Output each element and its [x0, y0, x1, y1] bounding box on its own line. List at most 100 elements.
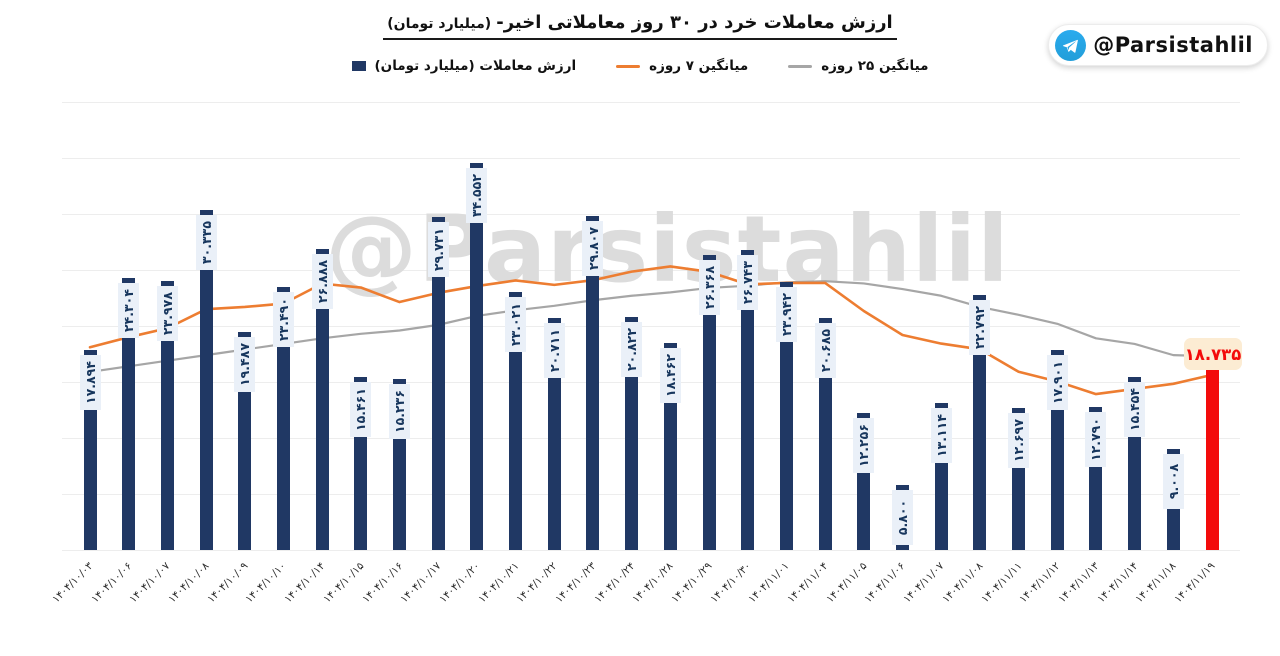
x-axis-label: ۱۴۰۴/۱۰/۲۳: [553, 560, 599, 606]
ma7-line-icon: [616, 64, 641, 68]
bar-value-label: ۱۹.۴۸۷: [234, 336, 256, 392]
bar-swatch-icon: [351, 61, 366, 71]
bar: [470, 163, 484, 550]
bar: [973, 294, 987, 550]
bar-value-label: ۱۲.۲۵۶: [853, 417, 875, 473]
x-axis-label: ۱۴۰۴/۱۱/۰۱: [746, 560, 792, 606]
bar: [122, 277, 136, 550]
bar-value-label: ۲۶.۷۴۳: [737, 255, 759, 311]
bar-value-label: ۲۰.۶۸۵: [814, 323, 836, 379]
telegram-badge: @Parsistahlil: [1048, 24, 1268, 66]
chart-title: ارزش معاملات خرد در ۳۰ روز معاملاتی اخیر…: [0, 12, 1280, 40]
x-axis-label: ۱۴۰۴/۱۰/۲۴: [591, 560, 638, 606]
x-axis-label: ۱۴۰۴/۱۱/۰۵: [823, 560, 870, 606]
x-axis-label: ۱۴۰۴/۱۰/۰۶: [88, 560, 135, 606]
bar-value-label: ۲۶.۸۸۸: [311, 253, 333, 309]
x-axis-label: ۱۴۰۴/۱۱/۰۴: [785, 560, 831, 606]
x-axis-label: ۱۴۰۴/۱۱/۱۱: [978, 560, 1025, 606]
legend-label-ma7: میانگین ۷ روزه: [649, 58, 749, 74]
legend-item-ma7: میانگین ۷ روزه: [616, 58, 748, 74]
gridline: [62, 550, 1240, 551]
x-axis-label: ۱۴۰۴/۱۱/۰۷: [901, 560, 947, 606]
bar-value-label: ۲۹.۸۰۷: [582, 221, 604, 277]
x-axis-label: ۱۴۰۴/۱۱/۰۸: [939, 560, 986, 606]
x-axis-label: ۱۴۰۴/۱۰/۱۴: [282, 560, 328, 606]
legend-label-trade-value: ارزش معاملات (میلیارد تومان): [374, 58, 577, 74]
bar: [741, 250, 755, 550]
bar-value-label: ۱۸.۴۶۲: [659, 348, 681, 404]
x-axis-label: ۱۴۰۴/۱۰/۱۰: [243, 560, 289, 606]
x-axis-label: ۱۴۰۴/۱۰/۰۳: [50, 560, 96, 606]
bar-value-label: ۱۷.۸۹۴: [79, 354, 101, 410]
gridline: [62, 494, 1240, 495]
x-axis-label: ۱۴۰۴/۱۱/۱۸: [1133, 560, 1179, 606]
bar: [199, 210, 213, 550]
bar-value-label: ۲۹.۷۳۱: [427, 222, 449, 277]
ma25-line-icon: [788, 64, 813, 68]
bar-value-label: ۱۵.۴۶۱: [350, 381, 372, 437]
bar: [276, 286, 290, 550]
bar-value-label: ۲۰.۸۲۲: [621, 321, 643, 377]
bar-value-label: ۳۰.۳۳۵: [195, 215, 217, 271]
x-axis-label: ۱۴۰۴/۱۰/۲۸: [630, 560, 676, 606]
bar-value-label: ۲۳.۰۲۱: [505, 297, 527, 353]
x-axis-label: ۱۴۰۴/۱۱/۱۴: [1094, 560, 1141, 606]
bar-value-label: ۲۴.۳۰۴: [118, 282, 140, 338]
bar: [702, 254, 716, 550]
gridline: [62, 158, 1240, 159]
legend: ارزش معاملات (میلیارد تومان) میانگین ۷ ر…: [0, 58, 1280, 74]
x-axis-label: ۱۴۰۴/۱۰/۲۱: [475, 560, 522, 606]
telegram-handle: @Parsistahlil: [1093, 33, 1253, 57]
bar-value-label: ۹.۰۰۸: [1162, 454, 1184, 510]
x-axis-label: ۱۴۰۴/۱۰/۳۰: [707, 560, 754, 606]
bar-value-label: ۳۴.۵۵۲: [466, 168, 488, 224]
bar-value-label: ۱۲.۶۹۷: [1008, 412, 1030, 468]
x-axis-label: ۱۴۰۴/۱۰/۲۰: [436, 560, 483, 606]
chart-title-underline: ارزش معاملات خرد در ۳۰ روز معاملاتی اخیر…: [383, 12, 897, 40]
bar: [779, 281, 793, 550]
bar-value-label: ۲۳.۴۹۰: [272, 291, 294, 347]
legend-item-ma25: میانگین ۲۵ روزه: [788, 58, 929, 74]
x-axis-label: ۱۴۰۴/۱۱/۱۲: [1017, 560, 1063, 606]
bar-value-label: ۲۳.۹۴۲: [775, 286, 797, 342]
bar-value-label: ۱۲.۷۹۰: [1085, 411, 1107, 467]
bar: [431, 217, 445, 550]
bar-value-label: ۲۲.۷۹۲: [969, 299, 991, 355]
bar: [586, 216, 600, 550]
chart-title-text: ارزش معاملات خرد در ۳۰ روز معاملاتی اخیر…: [496, 12, 893, 33]
x-axis-label: ۱۴۰۴/۱۰/۰۸: [166, 560, 212, 606]
bar-value-label: ۵.۸۰۰: [891, 490, 913, 546]
highlight-value-label: ۱۸.۷۳۵: [1184, 338, 1242, 370]
x-axis-label: ۱۴۰۴/۱۰/۱۷: [398, 560, 444, 606]
bar-value-label: ۱۵.۲۳۶: [389, 384, 411, 440]
x-axis-label: ۱۴۰۴/۱۱/۱۳: [1056, 560, 1102, 606]
gridline: [62, 438, 1240, 439]
bar-value-label: ۱۵.۴۵۴: [1124, 381, 1146, 437]
bar-value-label: ۱۳.۱۱۴: [930, 408, 952, 464]
x-axis-label: ۱۴۰۴/۱۰/۱۶: [359, 560, 406, 606]
gridline: [62, 102, 1240, 103]
x-axis-label: ۱۴۰۴/۱۱/۰۶: [862, 560, 908, 606]
x-axis-label: ۱۴۰۴/۱۰/۰۷: [127, 560, 173, 606]
bar: [509, 292, 523, 550]
chart-title-unit: (میلیارد تومان): [387, 16, 492, 32]
x-axis-label: ۱۴۰۴/۱۰/۰۹: [204, 560, 251, 606]
legend-label-ma25: میانگین ۲۵ روزه: [821, 58, 929, 74]
highlight-bar: [1205, 340, 1219, 550]
x-axis-label: ۱۴۰۴/۱۱/۱۹: [1172, 560, 1218, 606]
gridline: [62, 326, 1240, 327]
x-axis-label: ۱۴۰۴/۱۰/۲۲: [514, 560, 560, 606]
bar: [315, 248, 329, 550]
bar-value-label: ۱۷.۹۰۱: [1046, 354, 1068, 410]
bar-value-label: ۲۰.۷۱۱: [543, 323, 565, 379]
legend-item-trade-value: ارزش معاملات (میلیارد تومان): [351, 58, 577, 74]
x-axis-label: ۱۴۰۴/۱۰/۲۹: [669, 560, 715, 606]
gridline: [62, 214, 1240, 215]
bar-value-label: ۲۶.۳۶۸: [698, 259, 720, 315]
bar-value-label: ۲۳.۹۷۸: [156, 286, 178, 342]
telegram-icon: [1055, 29, 1087, 61]
x-axis-label: ۱۴۰۴/۱۰/۱۵: [320, 560, 367, 606]
bar: [160, 281, 174, 550]
